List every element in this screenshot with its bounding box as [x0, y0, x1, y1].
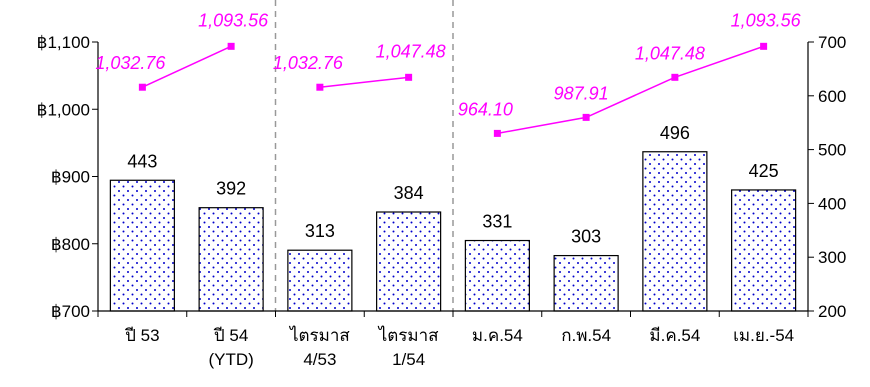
price-point — [582, 113, 590, 121]
left-tick-label: ฿1,000 — [37, 100, 90, 119]
right-tick-label: 300 — [818, 248, 846, 267]
price-point — [671, 73, 679, 81]
left-tick-label: ฿800 — [51, 235, 90, 254]
price-value-label: 1,093.56 — [198, 10, 269, 30]
x-category-label: ก.พ.54 — [561, 326, 611, 345]
group-dividers — [274, 0, 454, 311]
x-category-label: ไตรมาส — [288, 325, 350, 345]
right-tick-label: 400 — [818, 194, 846, 213]
price-value-label: 1,093.56 — [731, 10, 802, 30]
price-point — [316, 83, 324, 91]
bar — [553, 254, 619, 312]
bar — [731, 189, 797, 312]
right-tick-label: 700 — [818, 33, 846, 52]
bar — [642, 151, 708, 312]
category-labels: ปี 53 ปี 54 (YTD) ไตรมาส 4/53 ไตรมาส 1/54 ม.ค.5… — [124, 325, 794, 369]
bar — [198, 207, 264, 312]
price-point — [760, 42, 768, 50]
price-line-segment-1 — [142, 45, 232, 88]
data-labels: 443 392 313 384 331 303 496 425 1,032.76 1,093.56… — [95, 10, 801, 246]
x-category-label: ปี 54 — [213, 326, 248, 345]
bar-value-label: 392 — [216, 179, 246, 199]
price-value-label: 964.10 — [458, 99, 513, 119]
bar-value-label: 443 — [127, 151, 157, 171]
price-value-label: 1,047.48 — [376, 41, 446, 61]
right-tick-label: 500 — [818, 141, 846, 160]
bar — [464, 239, 530, 312]
price-point — [138, 83, 146, 91]
left-tick-label: ฿900 — [51, 168, 90, 187]
left-tick-label: ฿1,100 — [37, 33, 90, 52]
price-value-label: 1,047.48 — [635, 43, 705, 63]
price-line-segment-2 — [319, 76, 409, 88]
left-tick-label: ฿700 — [51, 302, 90, 321]
price-value-label: 1,032.76 — [273, 53, 344, 73]
bar — [376, 211, 442, 312]
bar-value-label: 331 — [482, 212, 512, 232]
price-line-segment-3 — [497, 45, 764, 135]
bar-value-label: 425 — [749, 161, 779, 181]
x-category-label: 1/54 — [392, 350, 425, 369]
bar — [287, 249, 353, 312]
axes: ฿1,100 ฿1,000 ฿900 ฿800 ฿700 700 600 500 400 300 2… — [37, 33, 847, 321]
x-category-label: (YTD) — [208, 350, 253, 369]
right-tick-label: 200 — [818, 302, 846, 321]
x-category-label: 4/53 — [303, 350, 336, 369]
price-line — [138, 42, 768, 137]
price-value-label: 987.91 — [554, 83, 609, 103]
x-category-label: ไตรมาส — [377, 325, 439, 345]
bar — [109, 179, 175, 312]
price-value-label: 1,032.76 — [95, 53, 166, 73]
bar-value-label: 313 — [305, 221, 335, 241]
bar-value-label: 303 — [571, 227, 601, 247]
right-tick-label: 600 — [818, 87, 846, 106]
x-category-label: เม.ย.-54 — [733, 326, 794, 345]
bars — [109, 151, 797, 312]
bar-value-label: 384 — [394, 183, 424, 203]
x-category-label: ปี 53 — [124, 326, 159, 345]
x-category-label: ม.ค.54 — [472, 326, 523, 345]
price-point — [405, 73, 413, 81]
bar-value-label: 496 — [660, 123, 690, 143]
price-point — [493, 129, 501, 137]
x-category-label: มี.ค.54 — [649, 326, 700, 345]
price-point — [227, 42, 235, 50]
